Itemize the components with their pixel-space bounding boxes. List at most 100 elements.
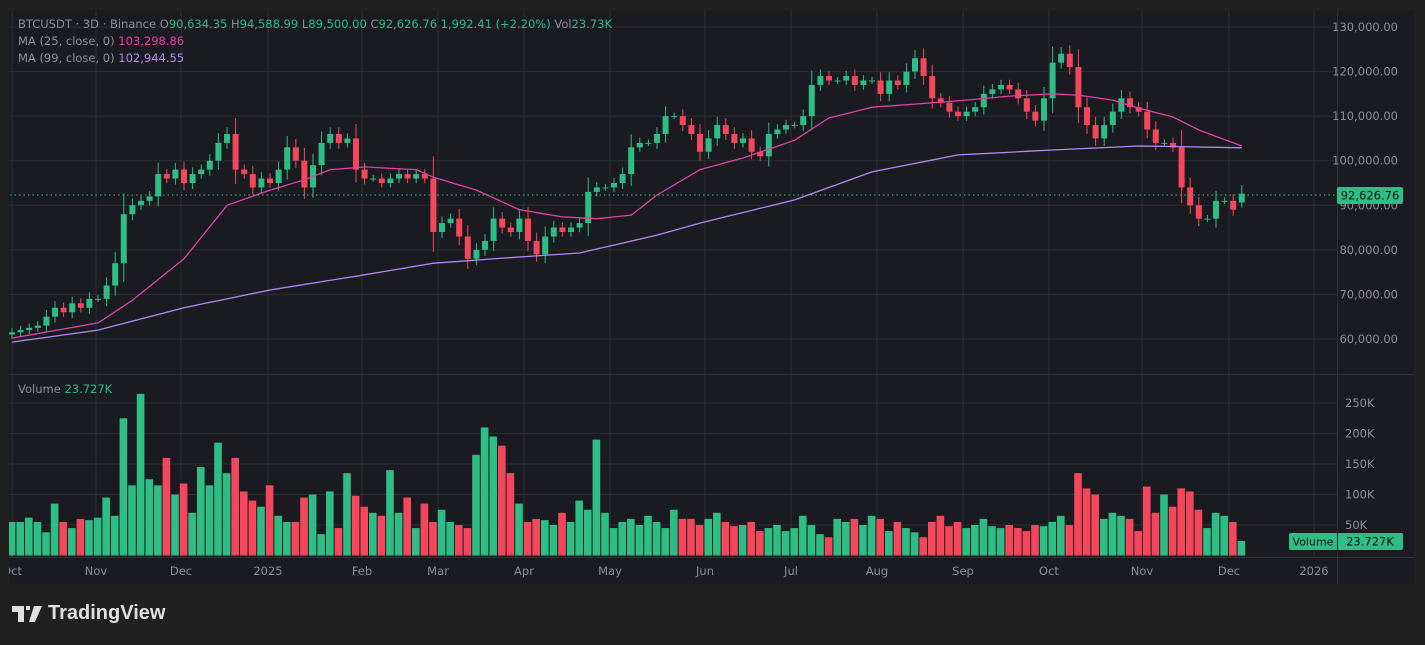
volume-bar xyxy=(867,515,876,556)
chart-background xyxy=(9,10,1414,584)
candle xyxy=(1161,139,1168,147)
volume-bar xyxy=(1057,515,1065,556)
volume-bar xyxy=(171,494,179,556)
candle xyxy=(748,130,755,160)
volume-bar xyxy=(1237,541,1246,556)
candle-body xyxy=(499,218,506,228)
candle-body xyxy=(267,178,273,183)
volume-bar xyxy=(197,467,205,556)
volume-axis[interactable]: 250K 200K 150K 100K 50K xyxy=(1345,396,1375,532)
volume-bar xyxy=(1065,525,1074,556)
volume-bar xyxy=(472,454,480,556)
candle xyxy=(464,225,471,269)
candle xyxy=(1075,49,1082,124)
candle-body xyxy=(241,169,248,175)
candle-body xyxy=(568,227,574,233)
symbol-legend[interactable]: BTCUSDT · 3D · Binance O90,634.35 H94,58… xyxy=(18,17,612,31)
volume-legend[interactable]: Volume 23.727K xyxy=(18,382,112,396)
low-label: L xyxy=(301,17,309,31)
candle xyxy=(17,325,24,337)
candle xyxy=(275,161,282,191)
volume-bar xyxy=(179,483,188,556)
time-axis[interactable]: Oct Nov Dec 2025 Feb Mar Apr May Jun Jul Aug Sep Oct… xyxy=(0,10,1329,585)
volume-bar xyxy=(1151,512,1160,556)
volume-bar xyxy=(214,442,222,556)
candle xyxy=(413,168,420,184)
time-axis-tick: Apr xyxy=(514,564,534,578)
candle xyxy=(112,251,119,296)
candle-body xyxy=(688,125,695,134)
volume-bar xyxy=(1108,512,1117,556)
candle-body xyxy=(1006,84,1013,90)
candle-body xyxy=(482,240,488,250)
price-axis-tick: 130,000.00 xyxy=(1332,20,1398,34)
volume-bar xyxy=(850,518,859,556)
change-value: 1,992.41 (+2.20%) xyxy=(440,17,551,31)
volume-bar xyxy=(713,512,721,556)
candle-body xyxy=(697,133,703,152)
candle xyxy=(989,84,996,99)
candle-body xyxy=(146,196,153,201)
candle-body xyxy=(636,142,643,148)
volume-bar xyxy=(489,436,497,556)
candle xyxy=(826,70,832,86)
candle xyxy=(834,76,841,84)
candle xyxy=(525,207,531,252)
volume-bar xyxy=(111,515,119,556)
candle-body xyxy=(464,236,471,259)
candle-body xyxy=(413,174,420,179)
candle xyxy=(963,106,970,121)
volume-bar xyxy=(876,518,884,556)
ma25-legend[interactable]: MA (25, close, 0) 103,298.86 xyxy=(18,34,184,48)
candle xyxy=(843,70,850,86)
candle-body xyxy=(1118,98,1125,112)
volume-tag: Volume 23.727K xyxy=(1289,533,1403,550)
candle xyxy=(705,130,712,160)
tradingview-logo[interactable]: TradingView xyxy=(12,602,165,625)
candle xyxy=(946,96,953,118)
candle-body xyxy=(860,80,867,85)
candle-body xyxy=(86,298,93,308)
volume-bar xyxy=(300,497,308,556)
volume-bar xyxy=(265,485,274,556)
candle xyxy=(490,207,497,252)
candle xyxy=(585,177,592,237)
candle xyxy=(1213,191,1219,228)
volume-bar xyxy=(1074,473,1082,556)
time-axis-tick: Dec xyxy=(1218,564,1240,578)
candle xyxy=(77,298,84,313)
candle xyxy=(215,133,222,170)
candle-body xyxy=(1161,142,1168,144)
volume-bar xyxy=(480,427,489,556)
candle xyxy=(1127,91,1133,114)
volume-bar xyxy=(119,418,128,556)
volume-bar xyxy=(377,515,386,556)
candle-body xyxy=(611,182,617,188)
volume-bar xyxy=(1048,521,1056,556)
candle xyxy=(740,133,746,148)
candle xyxy=(69,296,76,319)
candle xyxy=(155,162,162,207)
candle xyxy=(972,102,979,117)
candle xyxy=(688,118,695,140)
volume-bar xyxy=(16,521,24,556)
candle xyxy=(1187,177,1194,215)
price-axis[interactable]: 130,000.00 120,000.00 110,000.00 100,000.00… xyxy=(1332,20,1398,346)
candle-body xyxy=(886,80,893,94)
volume-bar xyxy=(971,525,979,556)
candle-body xyxy=(396,174,402,179)
vol-value: 23.73K xyxy=(571,17,613,31)
volume-bar xyxy=(1229,521,1237,556)
volume-bar xyxy=(162,457,171,556)
volume-bar xyxy=(730,526,738,556)
volume-bar xyxy=(635,525,644,556)
candle xyxy=(473,243,480,265)
candle-body xyxy=(705,138,712,152)
ma99-legend[interactable]: MA (99, close, 0) 102,944.55 xyxy=(18,51,184,65)
candle xyxy=(542,226,549,264)
candle-body xyxy=(1023,98,1030,112)
candle xyxy=(163,168,170,184)
candle-body xyxy=(980,93,987,108)
candle xyxy=(103,277,110,307)
